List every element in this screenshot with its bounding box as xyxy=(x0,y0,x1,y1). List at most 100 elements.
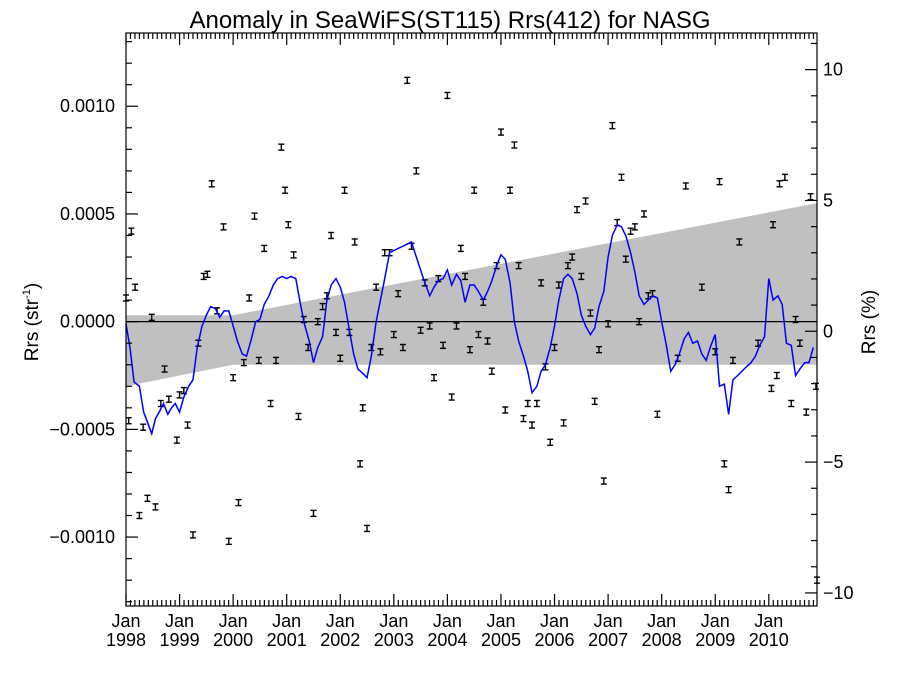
data-point xyxy=(591,397,598,406)
y2-tick-label: 5 xyxy=(823,190,833,210)
data-point xyxy=(341,186,348,194)
x-tick-label-year: 2005 xyxy=(481,630,521,650)
data-point xyxy=(631,223,638,231)
data-point xyxy=(497,128,504,136)
data-point xyxy=(161,365,168,373)
x-tick-label-month: Jan xyxy=(272,611,301,631)
data-point xyxy=(390,330,397,339)
data-point xyxy=(773,371,780,380)
data-point xyxy=(132,283,139,291)
x-tick-label-year: 1999 xyxy=(160,630,200,650)
data-point xyxy=(272,356,279,365)
data-point xyxy=(395,289,402,298)
data-point xyxy=(627,227,634,235)
data-point xyxy=(618,173,625,182)
y-tick-label: 0.0000 xyxy=(60,312,115,332)
data-point xyxy=(399,343,406,352)
uncertainty-band xyxy=(126,203,817,387)
data-point xyxy=(295,412,302,421)
y2-tick-label: 0 xyxy=(823,321,833,341)
axis-ticks-layer: Jan1998Jan1999Jan2000Jan2001Jan2002Jan20… xyxy=(49,33,854,650)
data-point xyxy=(582,197,589,205)
data-point xyxy=(564,261,571,270)
data-point xyxy=(444,91,451,100)
x-tick-label-year: 2008 xyxy=(642,630,682,650)
x-tick-label-year: 2010 xyxy=(749,630,789,650)
data-point xyxy=(622,255,629,263)
plot-frame xyxy=(125,32,818,607)
data-point xyxy=(716,177,723,186)
data-point xyxy=(682,182,689,190)
data-point xyxy=(267,399,274,408)
data-point xyxy=(246,294,253,302)
data-point xyxy=(261,244,268,253)
data-point xyxy=(184,421,191,429)
x-tick-label-year: 2001 xyxy=(267,630,307,650)
data-point xyxy=(189,531,196,539)
data-point xyxy=(453,322,460,330)
data-point xyxy=(285,221,292,229)
data-point xyxy=(729,356,736,365)
data-point xyxy=(770,221,777,229)
data-point xyxy=(636,317,643,326)
data-point xyxy=(176,391,183,399)
y2-tick-label: 10 xyxy=(823,60,843,80)
y-tick-label: −0.0005 xyxy=(49,419,115,439)
x-tick-label-year: 2003 xyxy=(374,630,414,650)
data-point xyxy=(314,317,321,326)
data-point xyxy=(337,354,344,362)
x-tick-label-month: Jan xyxy=(754,611,783,631)
x-tick-label-month: Jan xyxy=(219,611,248,631)
data-point xyxy=(475,330,482,339)
x-tick-label-month: Jan xyxy=(111,611,140,631)
data-point xyxy=(204,270,211,278)
x-tick-label-year: 2004 xyxy=(427,630,467,650)
data-point xyxy=(587,309,594,317)
data-point xyxy=(440,341,447,350)
y2-tick-label: −5 xyxy=(823,452,844,472)
data-point xyxy=(640,210,647,218)
data-point xyxy=(520,414,527,423)
data-point xyxy=(569,253,576,261)
data-point xyxy=(605,320,612,328)
x-tick-label-month: Jan xyxy=(486,611,515,631)
data-point xyxy=(600,477,607,485)
data-point xyxy=(377,348,384,356)
x-tick-label-month: Jan xyxy=(647,611,676,631)
uncertainty-band-layer xyxy=(126,203,817,387)
data-point xyxy=(471,186,478,194)
data-point xyxy=(125,417,132,425)
data-point xyxy=(220,223,227,231)
data-point xyxy=(768,384,775,393)
data-point xyxy=(574,205,581,214)
data-point xyxy=(776,180,783,188)
data-point xyxy=(484,337,491,345)
data-point xyxy=(560,419,567,427)
data-point xyxy=(278,143,285,151)
data-point xyxy=(310,509,317,518)
data-point xyxy=(502,406,509,414)
data-point xyxy=(551,343,558,352)
data-point xyxy=(654,410,661,418)
y-tick-label: 0.0005 xyxy=(60,204,115,224)
data-point xyxy=(538,279,545,287)
data-point xyxy=(457,244,464,253)
y-axis-label-superscript: -1 xyxy=(21,289,33,299)
y2-axis-label: Rrs (%) xyxy=(859,290,880,354)
x-tick-label-year: 2000 xyxy=(213,630,253,650)
data-point xyxy=(796,339,803,347)
data-point xyxy=(136,511,143,520)
data-point xyxy=(524,399,531,408)
data-point xyxy=(351,238,358,246)
data-point xyxy=(165,395,172,403)
x-tick-label-month: Jan xyxy=(326,611,355,631)
data-point xyxy=(736,238,743,246)
data-point xyxy=(148,313,155,322)
x-tick-label-month: Jan xyxy=(540,611,569,631)
data-point xyxy=(417,326,424,334)
data-points-layer xyxy=(123,76,820,584)
data-point xyxy=(807,193,814,201)
data-point xyxy=(208,180,215,188)
